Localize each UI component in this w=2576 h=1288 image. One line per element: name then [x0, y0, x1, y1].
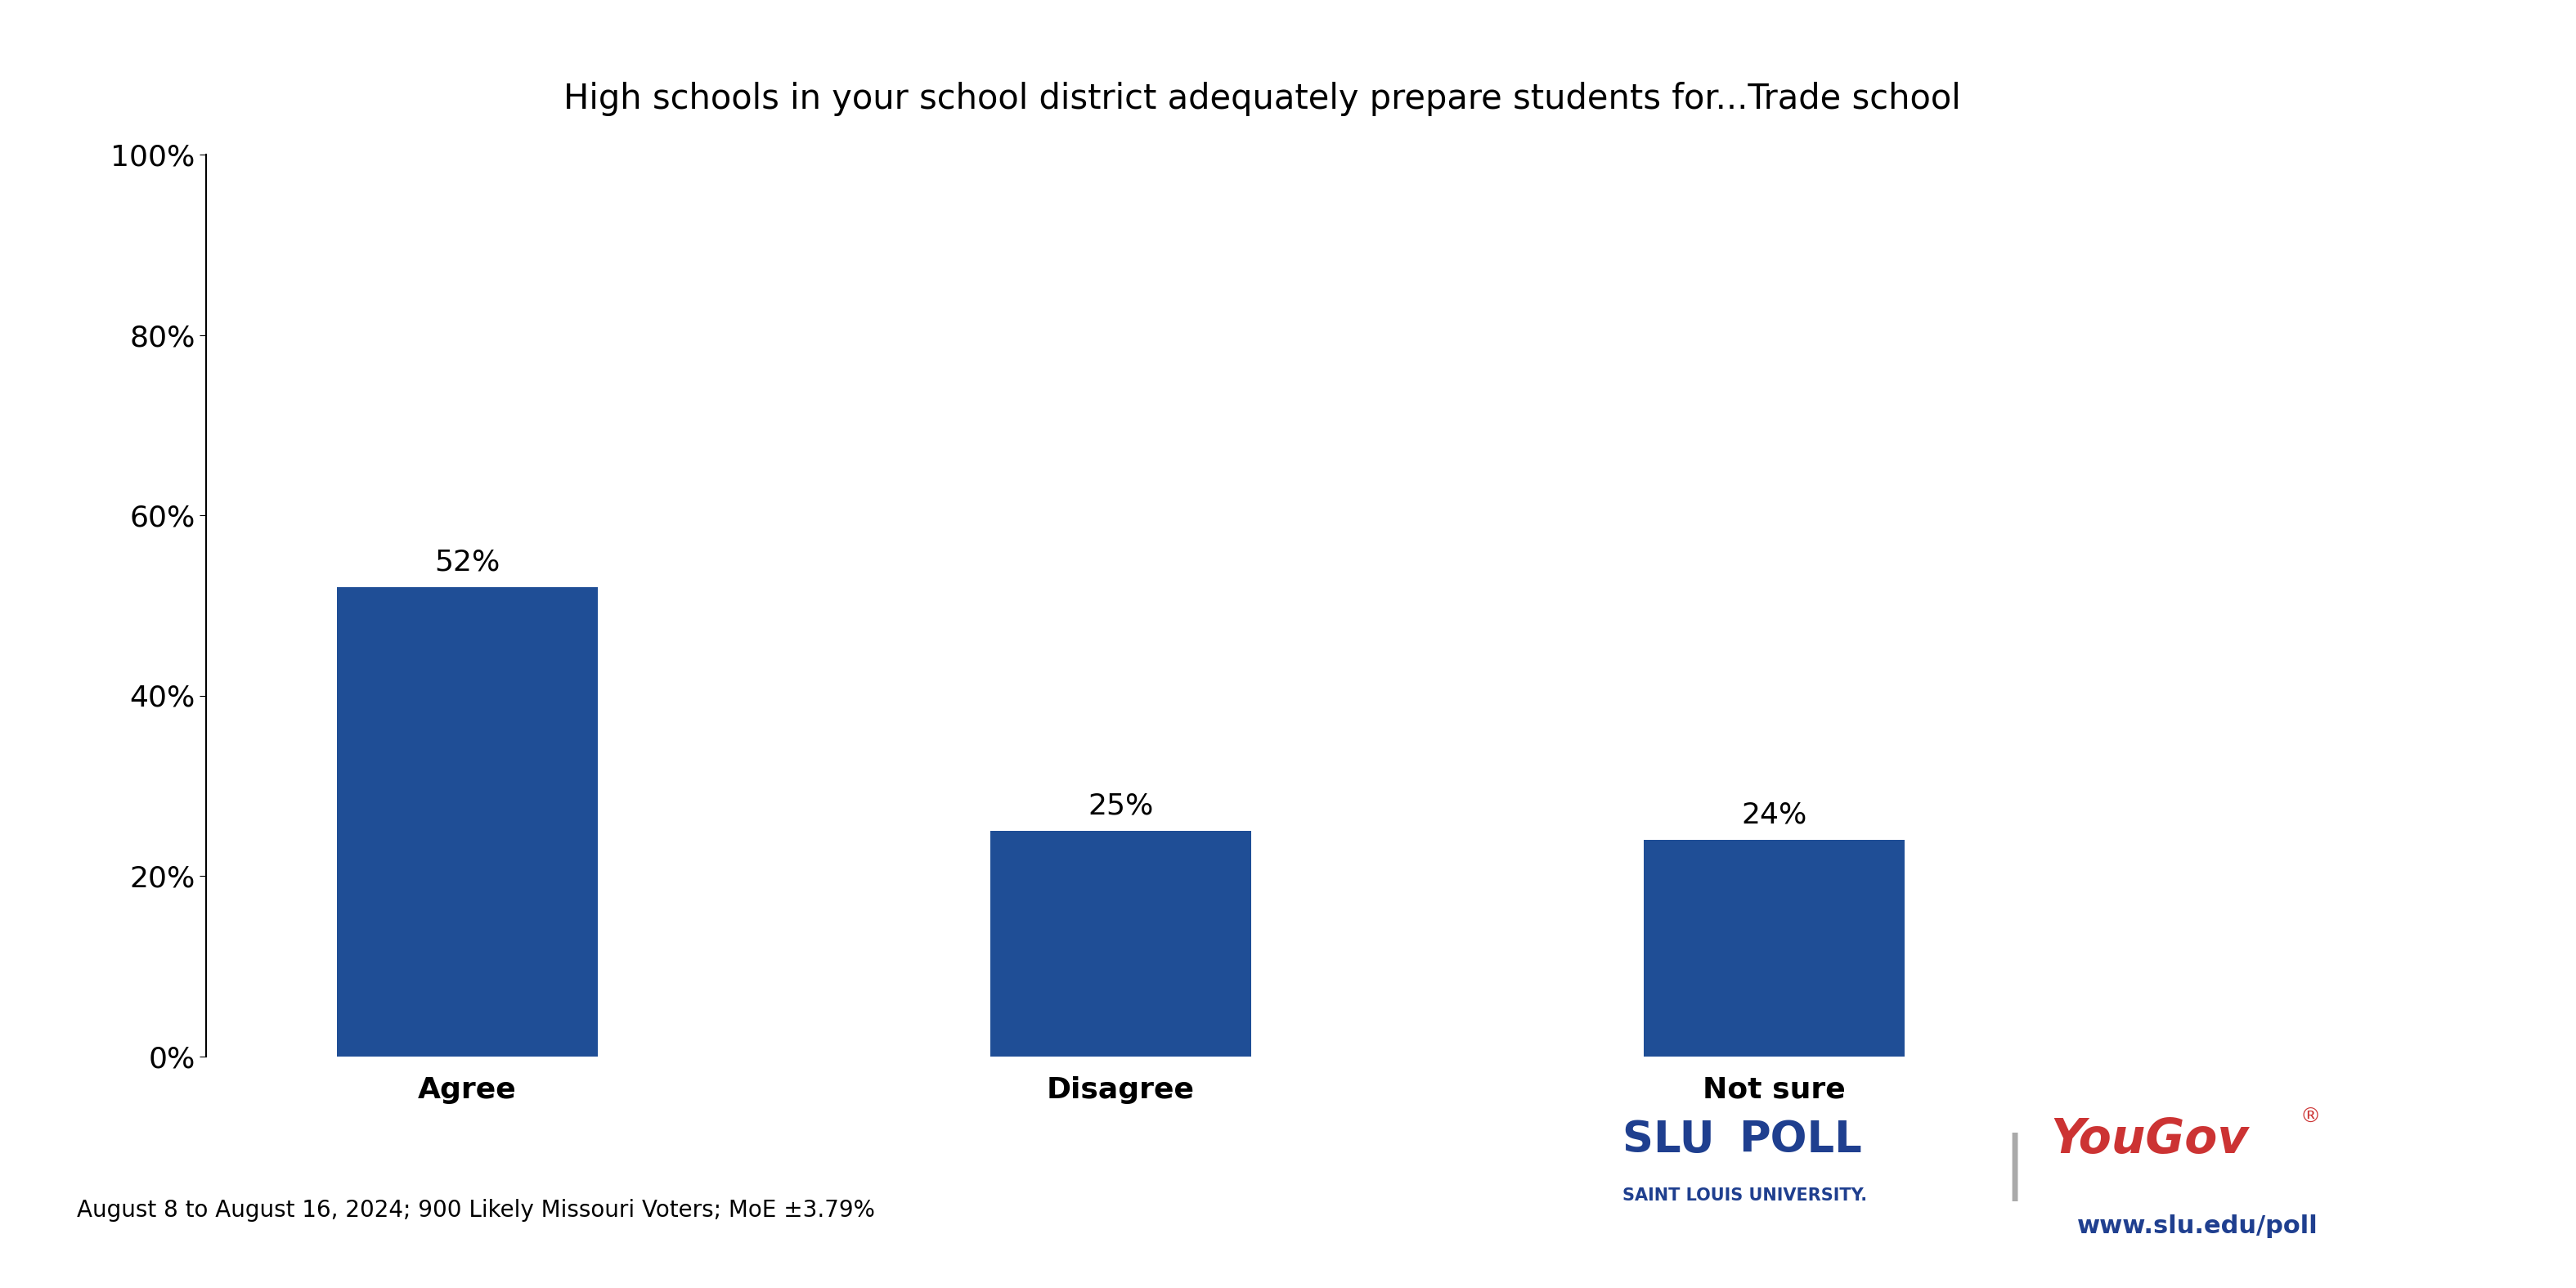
Text: |: |	[2004, 1132, 2025, 1202]
Title: High schools in your school district adequately prepare students for...Trade sch: High schools in your school district ade…	[564, 82, 1960, 116]
Text: 25%: 25%	[1087, 792, 1154, 820]
Text: SAINT LOUIS UNIVERSITY.: SAINT LOUIS UNIVERSITY.	[1623, 1188, 1868, 1203]
Bar	[1643, 840, 1904, 1056]
Text: SLU: SLU	[1623, 1118, 1731, 1162]
Text: 52%: 52%	[435, 549, 500, 577]
Text: YouGov: YouGov	[2050, 1117, 2249, 1163]
Text: www.slu.edu/poll: www.slu.edu/poll	[2076, 1215, 2318, 1238]
Text: 24%: 24%	[1741, 801, 1806, 829]
Bar	[989, 831, 1252, 1056]
Text: POLL: POLL	[1739, 1118, 1862, 1162]
Text: August 8 to August 16, 2024; 900 Likely Missouri Voters; MoE ±3.79%: August 8 to August 16, 2024; 900 Likely …	[77, 1199, 876, 1222]
Text: ®: ®	[2300, 1106, 2321, 1127]
Bar	[337, 587, 598, 1056]
